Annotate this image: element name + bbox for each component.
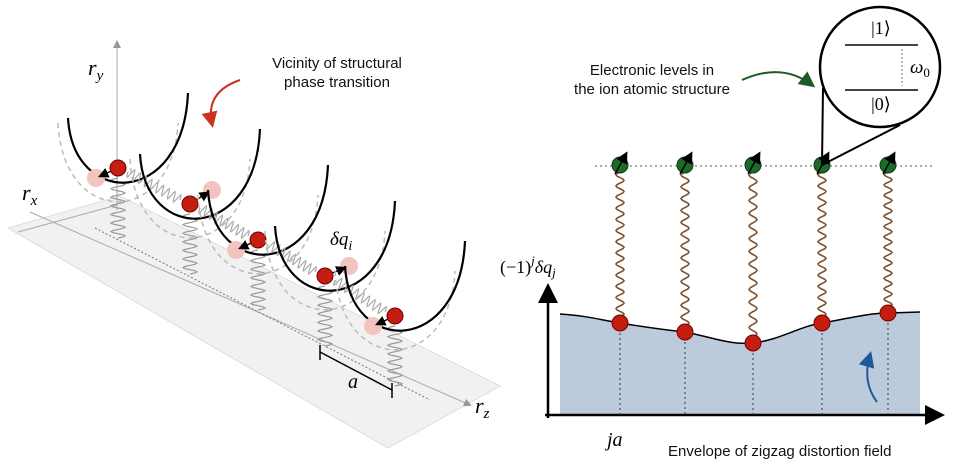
ion-chain <box>611 151 897 415</box>
spin-phonon-coupling <box>679 171 691 327</box>
x-axis-label: ja <box>604 429 623 451</box>
annotation: Vicinity of structural phase transition <box>272 55 402 91</box>
axis-z-label: rz <box>475 393 490 422</box>
well-outer <box>57 122 179 203</box>
annotation-arrow <box>201 79 241 128</box>
spin-arrow <box>882 151 896 175</box>
spring <box>198 204 250 240</box>
zoom-circle <box>818 5 942 129</box>
ghost-ion <box>364 317 382 335</box>
spring <box>126 168 182 204</box>
envelope-label: Envelope of zigzag distortion field <box>668 443 891 460</box>
axis-x <box>17 204 118 233</box>
axis-z <box>29 211 472 407</box>
frequency-label: ω0 <box>910 57 930 80</box>
spin-phonon-coupling <box>816 171 828 318</box>
ion <box>316 267 334 285</box>
spin-phonon-coupling <box>614 171 626 318</box>
spring <box>266 240 317 276</box>
spacing-bar <box>319 351 393 391</box>
spin-phonon-coupling <box>882 171 894 308</box>
axis-y-label: ry <box>88 55 104 84</box>
ion <box>611 314 629 332</box>
well <box>206 164 330 256</box>
ion <box>879 304 897 322</box>
zoom-line <box>821 124 901 166</box>
spring <box>333 277 387 315</box>
spring-vertical <box>386 325 404 387</box>
ion <box>676 323 694 341</box>
ion <box>249 231 267 249</box>
ghost-ion <box>87 169 105 187</box>
spring-vertical <box>249 249 267 311</box>
spin-arrow <box>747 151 761 175</box>
wells <box>57 92 467 387</box>
spring-vertical <box>109 177 127 239</box>
envelope-arrow <box>858 351 878 403</box>
plane <box>6 195 502 449</box>
ghost-ion <box>340 257 358 275</box>
ion <box>109 159 127 177</box>
chain-axis <box>94 227 431 401</box>
annotation: Electronic levels in the ion atomic struc… <box>574 62 730 98</box>
y-axis-label: (−1)jδqj <box>500 253 556 280</box>
annotation-arrow <box>741 71 816 88</box>
well-outer <box>334 270 456 351</box>
right-panel: |1⟩ |0⟩ ω0 Electronic levels in the ion a… <box>500 5 945 460</box>
ion <box>181 195 199 213</box>
spring-vertical <box>316 285 334 347</box>
ion <box>744 334 762 352</box>
axis-x-label: rx <box>22 180 38 209</box>
ghost-ion <box>203 181 221 199</box>
zoom-line <box>821 87 824 166</box>
well <box>273 200 397 292</box>
spin-arrow <box>679 151 693 175</box>
spin-phonon-coupling <box>748 171 758 338</box>
well <box>66 92 190 184</box>
displacement-label: δqi <box>330 229 352 254</box>
spin-arrow <box>614 151 628 175</box>
ghost-ion <box>227 241 245 259</box>
well <box>138 128 262 220</box>
ion <box>813 314 831 332</box>
spacing-label: a <box>348 371 358 393</box>
level-lower-label: |0⟩ <box>871 94 891 114</box>
envelope-area <box>560 312 920 415</box>
well-outer <box>129 158 251 239</box>
well-outer <box>264 230 386 311</box>
level-upper-label: |1⟩ <box>871 18 891 38</box>
left-panel: Vicinity of structural phase transition r… <box>6 40 502 449</box>
well <box>343 240 467 332</box>
spring-vertical <box>181 213 199 275</box>
well-outer <box>197 194 319 275</box>
ion <box>386 307 404 325</box>
